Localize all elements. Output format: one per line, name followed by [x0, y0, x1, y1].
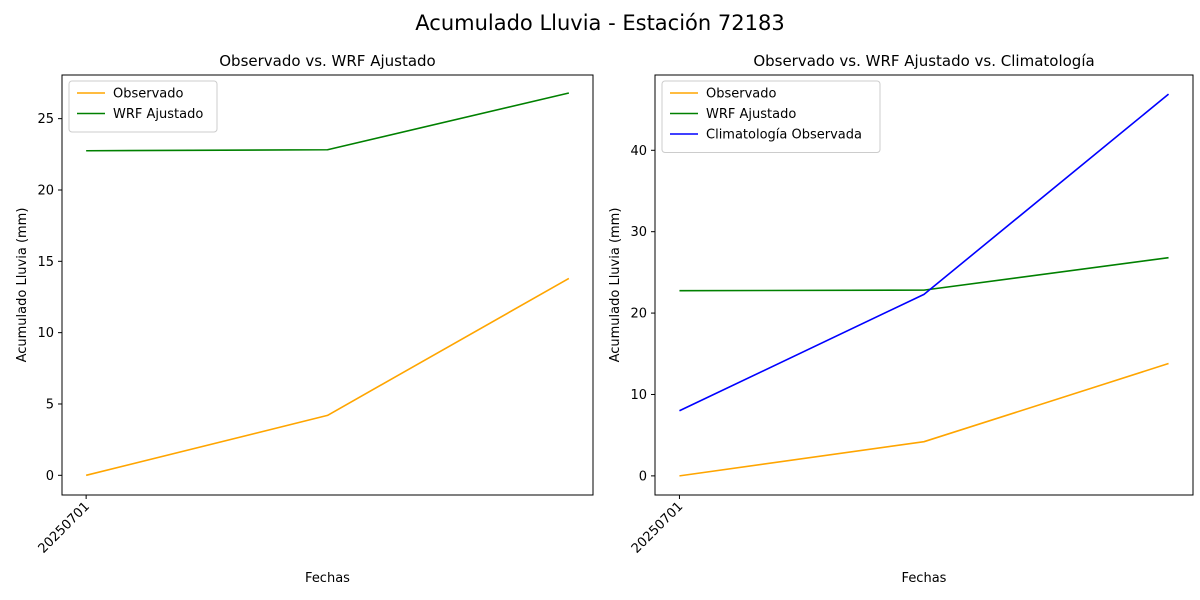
legend-label: Observado — [706, 87, 777, 102]
legend-box — [661, 80, 881, 153]
series-line-climatolog-a-observada — [679, 93, 1170, 412]
series-line-observado — [679, 362, 1169, 477]
y-tick-label: 15 — [37, 255, 54, 270]
y-tick-label: 40 — [630, 144, 647, 159]
x-tick-label: 20250701 — [36, 499, 93, 556]
chart-title: Observado vs. WRF Ajustado vs. Climatolo… — [753, 52, 1094, 70]
y-tick-label: 0 — [46, 469, 54, 484]
legend: Observado WRF Ajustado Climatología Observ… — [661, 80, 881, 153]
legend-label: WRF Ajustado — [113, 107, 203, 122]
x-axis-label: Fechas — [902, 571, 947, 586]
y-tick-label: 10 — [37, 326, 54, 341]
y-tick-label: 30 — [630, 225, 647, 240]
chart-title: Observado vs. WRF Ajustado — [219, 52, 435, 70]
series-line-wrf-ajustado — [679, 256, 1169, 292]
x-axis-label: Fechas — [305, 571, 350, 586]
y-tick-label: 20 — [630, 307, 647, 322]
plot-frame — [61, 74, 594, 496]
y-axis-label: Acumulado Lluvia (mm) — [608, 208, 623, 363]
legend-label: Observado — [113, 87, 184, 102]
series-line-wrf-ajustado — [86, 92, 570, 152]
legend-label: Climatología Observada — [706, 128, 862, 143]
y-tick-label: 20 — [37, 183, 54, 198]
y-tick-label: 0 — [639, 469, 647, 484]
plot-frame — [654, 74, 1194, 496]
chart-panel-1: 0 5 10 15 20 25 20250701 Observado vs. WRF Ajus… — [15, 52, 594, 586]
figure-title: Acumulado Lluvia - Estación 72183 — [415, 11, 784, 35]
y-tick-label: 5 — [46, 397, 54, 412]
series-line-observado — [85, 277, 570, 477]
legend: Observado WRF Ajustado — [68, 80, 218, 133]
legend-label: WRF Ajustado — [706, 107, 796, 122]
y-tick-label: 10 — [630, 388, 647, 403]
y-axis-label: Acumulado Lluvia (mm) — [15, 208, 30, 363]
chart-panel-2: 0 10 20 30 40 20250701 Observado vs. WRF Ajust… — [608, 52, 1194, 586]
x-tick-label: 20250701 — [629, 499, 686, 556]
legend-box — [68, 80, 218, 133]
y-tick-label: 25 — [37, 112, 54, 127]
